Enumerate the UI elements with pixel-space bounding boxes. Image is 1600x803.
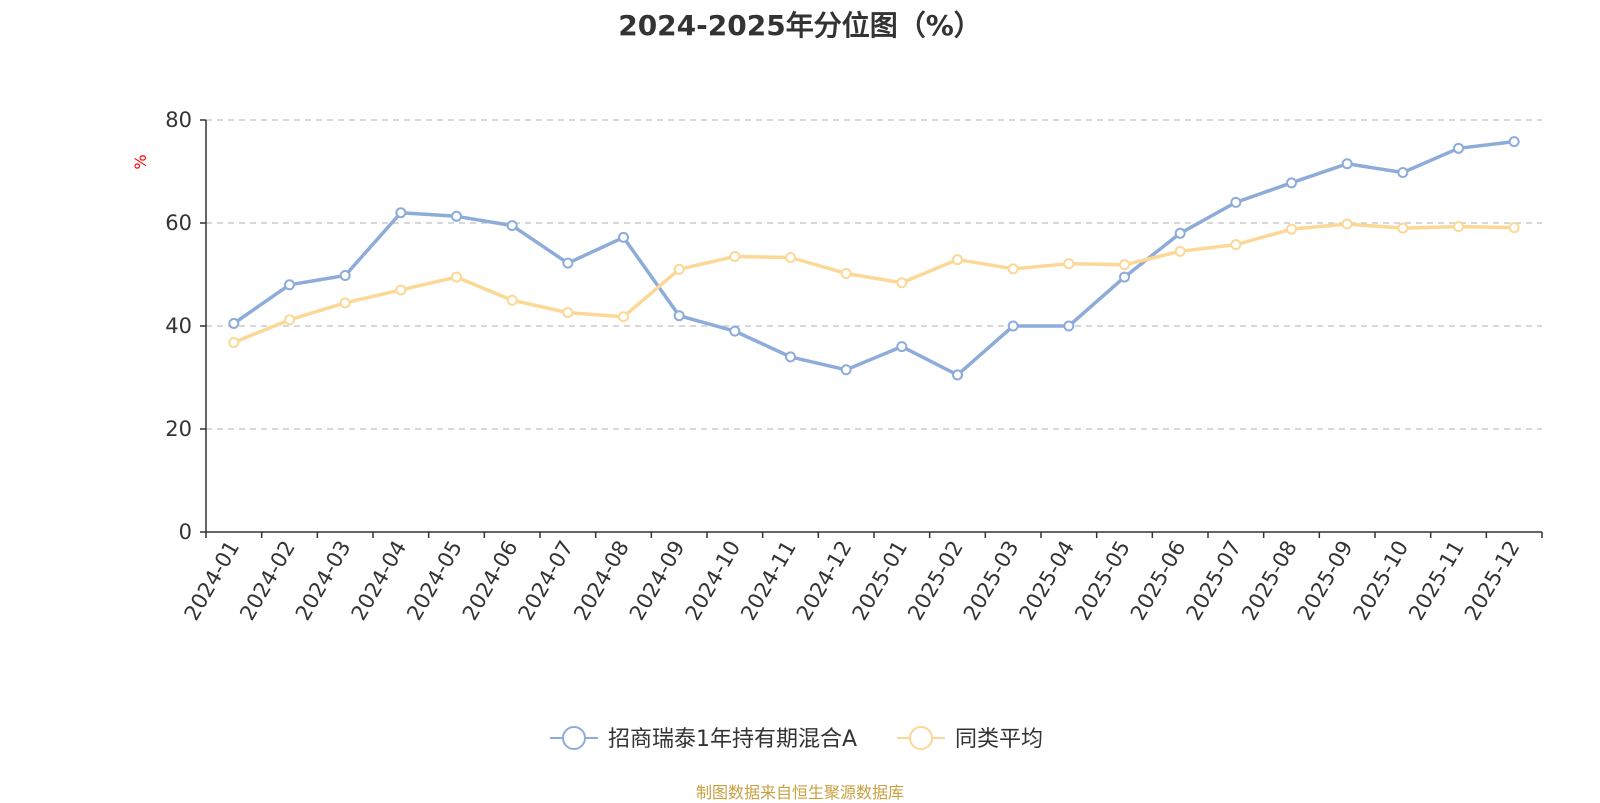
data-point [673, 263, 685, 275]
data-point [1341, 158, 1353, 170]
data-point [896, 341, 908, 353]
data-point [840, 267, 852, 279]
data-point [1397, 167, 1409, 179]
series-1 [228, 218, 1520, 348]
series-lines [228, 136, 1520, 381]
legend-label: 招商瑞泰1年持有期混合A [608, 727, 857, 752]
y-tick-label: 60 [165, 211, 192, 235]
data-point [618, 231, 629, 243]
data-point [1286, 177, 1297, 189]
x-tick-label: 2024-11 [736, 537, 801, 625]
data-point [1453, 221, 1464, 233]
x-tick-label: 2025-04 [1015, 537, 1080, 625]
data-point [1397, 222, 1409, 234]
x-tick-label: 2025-06 [1126, 537, 1191, 625]
data-point [339, 297, 351, 309]
data-point [1119, 271, 1130, 283]
legend-marker [909, 726, 933, 750]
data-point [1119, 259, 1130, 271]
data-point [1007, 320, 1019, 332]
data-point [451, 210, 462, 222]
source-note: 制图数据来自恒生聚源数据库 [695, 783, 904, 802]
x-tick-label: 2025-08 [1237, 537, 1302, 625]
y-tick-label: 0 [179, 520, 192, 544]
legend-item-0: 招商瑞泰1年持有期混合A [550, 726, 857, 752]
x-tick-label: 2024-01 [180, 537, 245, 625]
data-point [1007, 263, 1019, 275]
x-tick-label: 2025-10 [1349, 537, 1414, 625]
data-point [840, 364, 852, 376]
data-point [952, 369, 963, 381]
x-tick-label: 2024-03 [291, 537, 356, 625]
data-point [1508, 222, 1520, 234]
data-point [896, 277, 908, 289]
data-point [451, 271, 462, 283]
legend-label: 同类平均 [955, 727, 1043, 752]
x-tick-label: 2025-05 [1070, 537, 1135, 625]
x-tick-label: 2024-12 [792, 537, 857, 625]
y-tick-label: 80 [165, 108, 192, 132]
data-point [1230, 239, 1242, 251]
x-tick-label: 2025-09 [1293, 537, 1358, 625]
series-0 [228, 136, 1520, 381]
data-point [1230, 196, 1242, 208]
x-tick-label: 2024-05 [402, 537, 467, 625]
x-tick-label: 2024-08 [569, 537, 634, 625]
x-tick-label: 2025-01 [848, 537, 913, 625]
legend: 招商瑞泰1年持有期混合A 同类平均 [550, 726, 1043, 752]
data-point [785, 351, 796, 363]
data-point [1063, 258, 1075, 270]
data-point [284, 314, 295, 326]
x-tick-label: 2024-09 [625, 537, 690, 625]
y-tick-label: 20 [165, 417, 192, 441]
data-point [284, 279, 295, 291]
y-tick-label: 40 [165, 314, 192, 338]
x-tick-label: 2025-11 [1404, 537, 1469, 625]
data-point [952, 254, 963, 266]
series-line [232, 139, 1515, 377]
x-tick-label: 2025-12 [1460, 537, 1525, 625]
data-point [228, 336, 240, 348]
data-point [1286, 223, 1297, 235]
x-tick-label: 2024-10 [681, 537, 746, 625]
data-point [785, 252, 796, 264]
data-point [729, 325, 741, 337]
x-tick-label: 2024-02 [235, 537, 300, 625]
data-point [562, 257, 574, 269]
data-point [673, 310, 685, 322]
legend-item-1: 同类平均 [897, 726, 1043, 752]
legend-marker [562, 726, 586, 750]
x-tick-label: 2024-04 [347, 537, 412, 625]
chart-title: 2024-2025年分位图（%） [618, 9, 982, 42]
data-point [562, 307, 574, 319]
data-point [1174, 227, 1186, 239]
data-point [1174, 245, 1186, 257]
grid-lines [206, 119, 1542, 430]
y-axis-label: % [131, 154, 150, 169]
data-point [395, 207, 407, 219]
x-tick-label: 2025-07 [1182, 537, 1247, 625]
x-tick-label: 2025-03 [959, 537, 1024, 625]
series-line [233, 222, 1515, 345]
data-point [1453, 142, 1464, 154]
data-point [506, 220, 518, 232]
data-point [1508, 136, 1520, 148]
x-tick-label: 2024-06 [458, 537, 523, 625]
data-point [618, 311, 629, 323]
data-point [506, 294, 518, 306]
x-tick-label: 2024-07 [514, 537, 579, 625]
data-point [395, 284, 407, 296]
data-point [729, 250, 741, 262]
data-point [228, 317, 240, 329]
x-tick-label: 2025-02 [903, 537, 968, 625]
data-point [1063, 320, 1075, 332]
data-point [1341, 218, 1353, 230]
data-point [339, 270, 351, 282]
